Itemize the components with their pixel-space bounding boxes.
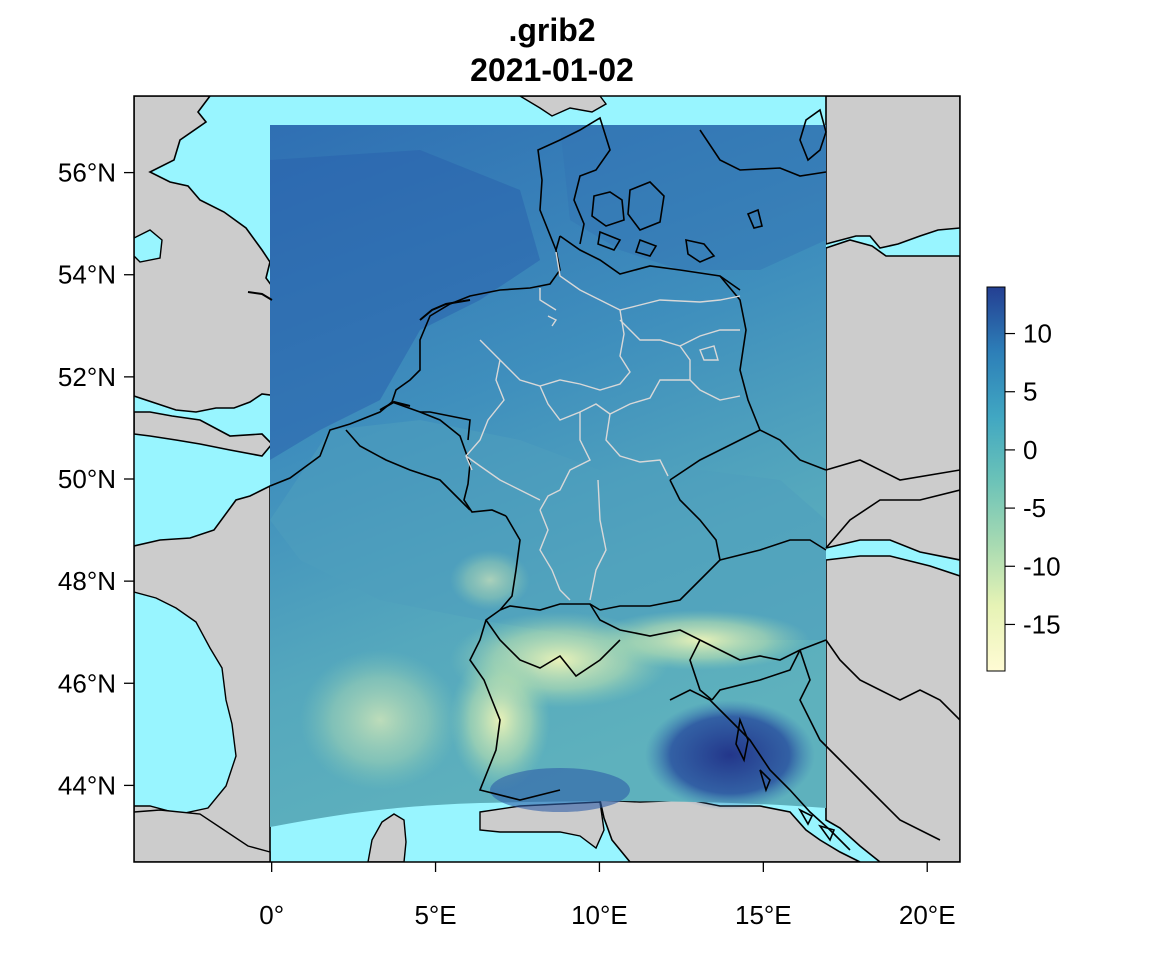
- x-tick-label: 15°E: [735, 900, 792, 930]
- raster-baltic: [560, 125, 826, 270]
- legend-tick-label: -15: [1023, 609, 1061, 639]
- croatia-coast: [669, 689, 851, 851]
- land-spain: [134, 809, 271, 862]
- land-scandinavia: [825, 96, 960, 249]
- title-line-2: 2021-01-02: [470, 52, 634, 88]
- raster-adriatic: [645, 700, 815, 810]
- land-corsica: [367, 813, 407, 862]
- legend: 10 5 0 -5 -10 -15: [986, 286, 1061, 672]
- x-axis: 0° 5°E 10°E 15°E 20°E: [259, 862, 956, 930]
- legend-tick-label: 5: [1023, 377, 1037, 407]
- y-tick-label: 52°N: [58, 362, 116, 392]
- land-uk-north-inlet: [134, 229, 163, 263]
- denmark: [537, 108, 827, 263]
- y-tick-label: 50°N: [58, 464, 116, 494]
- land-poland: [825, 239, 960, 561]
- legend-tick-label: -5: [1023, 493, 1046, 523]
- legend-tick-label: 0: [1023, 435, 1037, 465]
- netherlands-islands: [247, 291, 471, 411]
- y-tick-label: 44°N: [58, 770, 116, 800]
- raster-black-forest: [450, 550, 530, 610]
- y-axis: 44°N 46°N 48°N 50°N 52°N 54°N 56°N: [58, 158, 134, 800]
- raster-massif-central: [300, 650, 460, 790]
- x-tick-label: 5°E: [414, 900, 456, 930]
- land-balkans: [825, 555, 960, 862]
- land-norway-top: [518, 96, 608, 117]
- legend-tick-label: 10: [1023, 319, 1052, 349]
- legend-tick-label: -10: [1023, 551, 1061, 581]
- map-title: .grib2 2021-01-02: [0, 10, 1104, 90]
- y-tick-label: 54°N: [58, 260, 116, 290]
- y-tick-label: 48°N: [58, 566, 116, 596]
- country-borders: [269, 235, 960, 841]
- x-tick-label: 0°: [259, 900, 284, 930]
- land-france-coast-notch: [134, 591, 237, 815]
- legend-colorbar: [986, 286, 1006, 672]
- land-uk-south-coast: [134, 411, 274, 457]
- x-tick-label: 10°E: [571, 900, 628, 930]
- y-tick-label: 46°N: [58, 668, 116, 698]
- state-borders: [465, 251, 741, 601]
- title-line-1: .grib2: [508, 12, 596, 48]
- x-tick-label: 20°E: [899, 900, 956, 930]
- raster-north-sea: [270, 150, 540, 460]
- y-tick-label: 56°N: [58, 158, 116, 188]
